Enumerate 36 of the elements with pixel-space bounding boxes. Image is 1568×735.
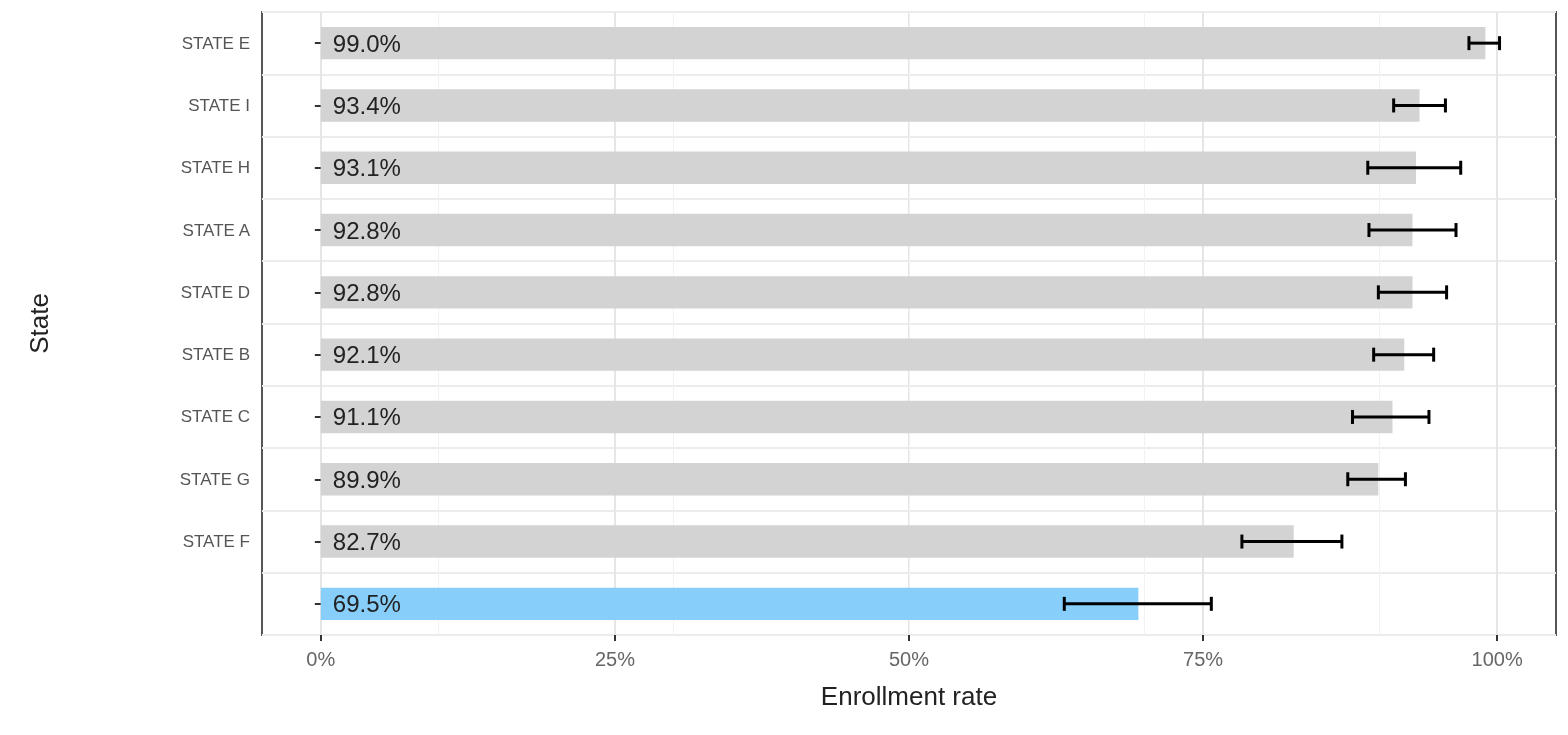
data-label: 93.4% <box>332 91 401 119</box>
y-tick-label: STATE D <box>180 282 250 302</box>
bar <box>320 26 1486 60</box>
x-tick-label: 100% <box>1471 648 1523 670</box>
y-tick-label: STATE H <box>180 158 250 178</box>
y-tick-label: STATE C <box>180 407 250 427</box>
data-label: 93.1% <box>332 154 401 182</box>
bar <box>320 89 1420 122</box>
data-label: 82.7% <box>332 528 401 556</box>
bar <box>320 213 1413 247</box>
data-label: 69.5% <box>332 590 401 618</box>
data-label: 91.1% <box>332 403 401 431</box>
bar <box>320 587 1139 621</box>
y-tick-label: STATE E <box>181 33 250 53</box>
bar <box>320 338 1405 371</box>
bar <box>320 151 1417 184</box>
data-label: 92.8% <box>332 278 401 306</box>
bar <box>320 276 1413 309</box>
bar <box>320 400 1393 434</box>
x-tick-label: 25% <box>594 648 636 670</box>
y-tick-label: STATE A <box>182 220 251 240</box>
data-label: 99.0% <box>332 29 401 57</box>
x-tick-label: 0% <box>306 648 336 670</box>
bar <box>320 525 1294 558</box>
y-axis-title: State <box>24 293 54 354</box>
data-label: 92.8% <box>332 216 401 244</box>
x-tick-label: 75% <box>1183 648 1224 670</box>
bar <box>320 463 1379 496</box>
x-tick-label: 50% <box>888 648 930 670</box>
y-tick-label: STATE G <box>179 469 250 489</box>
y-tick-label: STATE F <box>182 532 250 552</box>
data-label: 92.1% <box>332 341 401 369</box>
data-label: 89.9% <box>332 465 401 493</box>
x-axis-title: Enrollment rate <box>820 681 998 711</box>
y-tick-label: STATE I <box>188 95 250 115</box>
y-tick-label: STATE B <box>181 345 250 365</box>
